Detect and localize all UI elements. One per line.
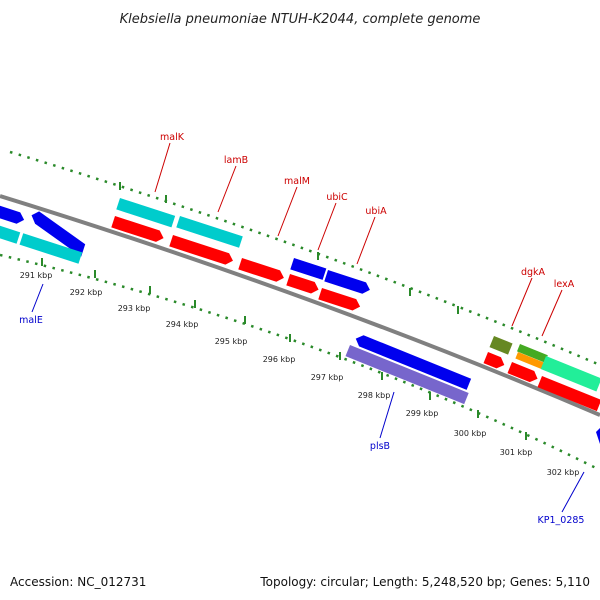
cds-green [517, 344, 548, 363]
cds-ubiA [324, 270, 370, 294]
gene-label-malK: malK [160, 132, 185, 143]
cds-orange [515, 352, 546, 370]
tick-label: 295 kbp [215, 337, 248, 346]
ruler-major-ticks [41, 182, 527, 440]
cds-red-right [537, 376, 600, 412]
tick-label: 292 kbp [70, 288, 103, 297]
gene-label-ubiA: ubiA [365, 206, 387, 217]
gene-label-KP1_0285: KP1_0285 [538, 515, 585, 526]
tick-label: 298 kbp [358, 391, 391, 400]
gene-label-lamB: lamB [224, 155, 248, 166]
genome-summary-text: Topology: circular; Length: 5,248,520 bp… [259, 575, 590, 589]
gene-label-dgkA: dgkA [521, 267, 546, 278]
tick-label: 302 kbp [547, 468, 580, 477]
cds-mint [540, 356, 600, 392]
tick-label: 294 kbp [166, 320, 199, 329]
gene-label-malM: malM [284, 176, 310, 187]
cds-cyan-left-2 [19, 233, 83, 264]
cds-dgkA [489, 336, 513, 355]
gene-label-plsB: plsB [370, 441, 390, 452]
tick-label: 301 kbp [500, 448, 533, 457]
gene-label-ubiC: ubiC [326, 192, 348, 203]
cds-plsB [345, 345, 469, 405]
tick-label: 300 kbp [454, 429, 487, 438]
cds-features [0, 197, 600, 444]
cds-ubiC [290, 257, 327, 280]
cds-red-2 [169, 235, 233, 265]
gene-label-lexA: lexA [554, 279, 575, 290]
cds-blue-left-1 [0, 203, 25, 224]
cds-blue-edge [596, 428, 600, 444]
cds-lamB [176, 216, 243, 248]
outer-ruler [9, 150, 600, 367]
tick-label: 293 kbp [118, 304, 151, 313]
gene-label-malE: malE [19, 315, 43, 326]
cds-red-4 [286, 274, 319, 294]
cds-cyan-left-1 [0, 223, 21, 244]
tick-label: 296 kbp [263, 355, 296, 364]
cds-red-1 [111, 216, 164, 242]
genome-backbone [0, 194, 600, 417]
cds-malK [116, 197, 176, 228]
cds-red-3 [238, 258, 284, 282]
cds-blue-left-2 [31, 211, 86, 257]
tick-label: 297 kbp [311, 373, 344, 382]
cds-lexA [507, 362, 538, 383]
tick-label: 299 kbp [406, 409, 439, 418]
leader-lines [31, 142, 585, 513]
cds-blue-plsB-upper [355, 335, 472, 390]
map-title: Klebsiella pneumoniae NTUH-K2044, comple… [120, 12, 481, 27]
cds-red-6 [483, 352, 505, 369]
tick-label: 291 kbp [20, 271, 53, 280]
cds-red-5 [318, 288, 361, 311]
accession-text: Accession: NC_012731 [10, 575, 146, 589]
inner-ruler [0, 253, 600, 472]
